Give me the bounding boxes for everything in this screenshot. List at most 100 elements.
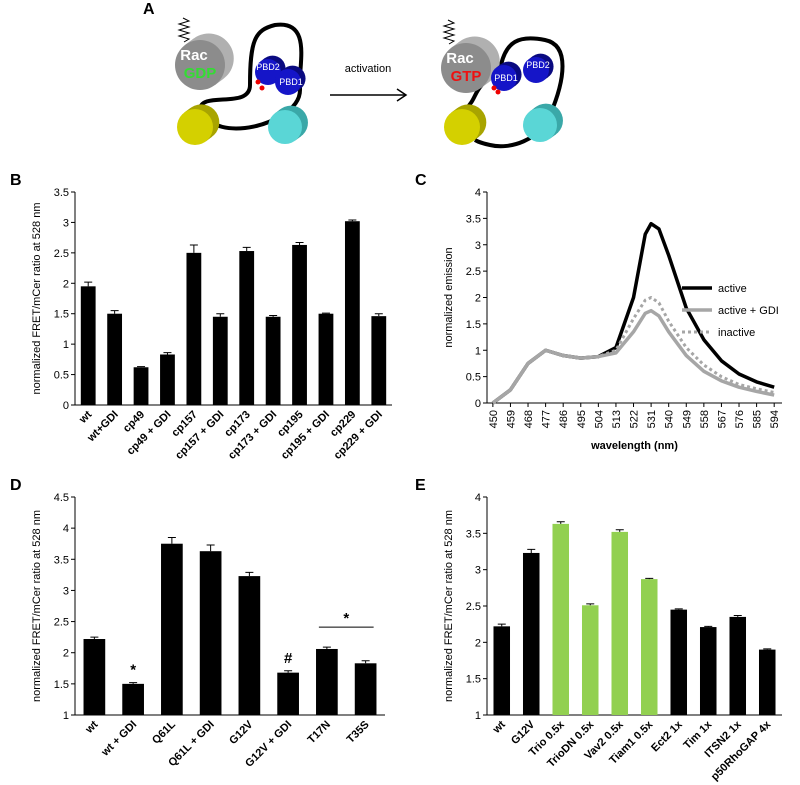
bar [292, 244, 307, 405]
y-tick-label: 1 [475, 710, 481, 722]
y-tick-label: 3 [63, 585, 69, 597]
x-tick-label: 504 [593, 410, 605, 428]
cylinder-face [177, 109, 213, 145]
y-axis-title: normalized FRET/mCer ratio at 528 nm [443, 510, 455, 702]
y-tick-label: 3.5 [466, 528, 481, 540]
spring [177, 17, 191, 43]
x-tick-label: 567 [716, 410, 728, 428]
y-tick-label: 1.5 [54, 309, 69, 321]
error-bar [206, 544, 215, 552]
y-tick-label: 0 [475, 398, 481, 410]
error-bar [763, 648, 772, 650]
cylinder-face [275, 69, 301, 95]
bar [238, 576, 261, 715]
rac-label: Rac [446, 50, 474, 67]
panel-label: C [415, 172, 427, 189]
error-bar [321, 312, 330, 314]
panel-label: A [143, 1, 155, 18]
error-bar [348, 219, 357, 222]
y-tick-label: 2 [475, 637, 481, 649]
x-tick-label: wt [76, 408, 94, 426]
x-tick-label: 540 [664, 410, 676, 428]
x-tick-label: T17N [305, 719, 333, 747]
x-tick-label: 450 [488, 410, 500, 428]
x-axis-title: wavelength (nm) [590, 440, 678, 452]
bar [161, 543, 183, 715]
red-dot [495, 89, 501, 95]
y-tick-label: 2.5 [54, 248, 69, 260]
y-tick-label: 4 [63, 523, 69, 535]
y-tick-label: 2.5 [466, 266, 481, 278]
pbd-label: PBD2 [256, 62, 280, 72]
bar [581, 605, 599, 715]
cylinder-face [523, 57, 549, 83]
bar [186, 252, 202, 405]
pbd-label: PBD1 [279, 77, 303, 87]
error-bar [284, 670, 293, 673]
bar [354, 663, 377, 715]
bar [107, 313, 123, 405]
bar [160, 354, 175, 405]
error-bar [90, 636, 99, 640]
arrow-label: activation [345, 63, 391, 75]
cylinder-face [444, 109, 480, 145]
annotation: # [284, 650, 293, 667]
y-tick-label: 4 [475, 492, 481, 504]
annotation: * [343, 610, 349, 627]
x-tick-label: T35S [345, 719, 372, 746]
y-tick-label: 2.5 [466, 601, 481, 613]
x-tick-label: 495 [576, 410, 588, 428]
y-tick-label: 2 [63, 278, 69, 290]
x-tick-label: 531 [646, 410, 658, 428]
y-tick-label: 4 [475, 187, 481, 199]
error-bar [322, 646, 331, 649]
y-tick-label: 0.5 [54, 370, 69, 382]
bar [277, 672, 299, 715]
x-tick-label: G12V [227, 718, 256, 747]
legend-label: active + GDI [718, 305, 779, 317]
bar [729, 616, 747, 715]
y-tick-label: 3 [63, 217, 69, 229]
annotation: * [130, 662, 136, 679]
x-tick-label: Q61L [150, 718, 178, 746]
x-tick-label: 522 [629, 410, 641, 428]
series-line [491, 296, 775, 405]
x-tick-label: 477 [541, 410, 553, 428]
panel-label: D [10, 477, 22, 494]
error-bar [295, 242, 304, 245]
bar [122, 683, 144, 715]
x-tick-label: wt [83, 718, 101, 736]
error-bar [189, 244, 198, 253]
error-bar [556, 521, 565, 524]
bar [344, 221, 360, 405]
bar [371, 316, 387, 405]
bar [239, 251, 255, 405]
x-tick-label: wt [490, 718, 508, 736]
bar [493, 626, 511, 715]
arrow-head [396, 88, 408, 102]
bar [318, 313, 334, 405]
y-tick-label: 4.5 [54, 492, 69, 504]
y-tick-label: 3 [475, 565, 481, 577]
bar [265, 316, 281, 405]
cylinder-face [175, 40, 225, 90]
cylinder-face [441, 43, 491, 93]
bar [611, 531, 629, 715]
error-bar [527, 548, 536, 553]
y-tick-label: 0.5 [466, 372, 481, 384]
x-tick-label: 486 [558, 410, 570, 428]
y-tick-label: 3.5 [54, 554, 69, 566]
x-tick-label: 594 [769, 410, 781, 428]
x-tick-label: 459 [505, 410, 517, 428]
legend-label: inactive [718, 327, 755, 339]
cylinder-face [268, 110, 302, 144]
error-bar [361, 660, 370, 664]
y-tick-label: 3 [475, 240, 481, 252]
error-bar [615, 529, 624, 532]
error-bar [110, 310, 119, 314]
x-tick-label: 513 [611, 410, 623, 428]
error-bar [704, 625, 713, 628]
bar [83, 639, 106, 715]
bar [199, 551, 222, 715]
